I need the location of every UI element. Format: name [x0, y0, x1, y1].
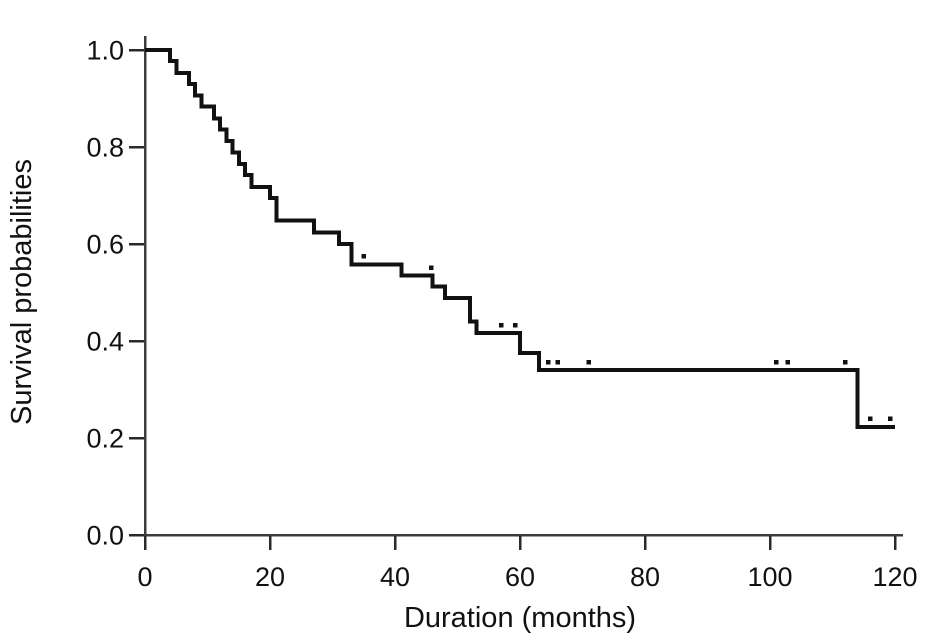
y-tick-label: 0.4: [86, 327, 124, 357]
censor-tick-mark: [429, 265, 434, 270]
censor-tick-mark: [499, 322, 504, 328]
y-tick-label: 0.0: [86, 521, 124, 551]
censor-tick-mark: [361, 254, 366, 259]
y-tick-label: 0.6: [86, 230, 124, 260]
x-tick-label: 100: [747, 562, 792, 592]
y-axis-title: Survival probabilities: [6, 159, 38, 425]
tick-label-layer: 0.0 0.2 0.4 0.6 0.8 1.0 0 20 40 60 80 100 120: [86, 36, 917, 593]
censor-tick-mark: [555, 359, 560, 365]
x-axis-title: Duration (months): [404, 602, 636, 634]
censor-tick-mark: [586, 359, 591, 365]
censor-tick-mark: [842, 359, 848, 365]
censor-tick-mark: [785, 359, 790, 365]
x-tick-label: 120: [872, 562, 917, 592]
censor-tick-mark: [512, 322, 518, 328]
censor-tick-mark: [774, 359, 779, 365]
x-tick-label: 80: [630, 562, 660, 592]
x-tick-label: 0: [137, 562, 152, 592]
censor-tick-mark: [867, 416, 873, 422]
censor-tick-mark: [887, 416, 893, 422]
y-tick-label: 0.8: [86, 133, 124, 163]
curve-layer: [145, 48, 895, 429]
x-tick-label: 60: [505, 562, 535, 592]
tick-layer: [129, 48, 897, 550]
y-tick-label: 0.2: [86, 424, 124, 454]
censor-marks-layer: [361, 254, 893, 422]
y-tick-label: 1.0: [86, 36, 124, 66]
axes-layer: [143, 36, 903, 537]
survival-step-curve: [145, 48, 895, 429]
x-tick-label: 20: [255, 562, 285, 592]
x-tick-label: 40: [380, 562, 410, 592]
censor-tick-mark: [545, 359, 551, 365]
